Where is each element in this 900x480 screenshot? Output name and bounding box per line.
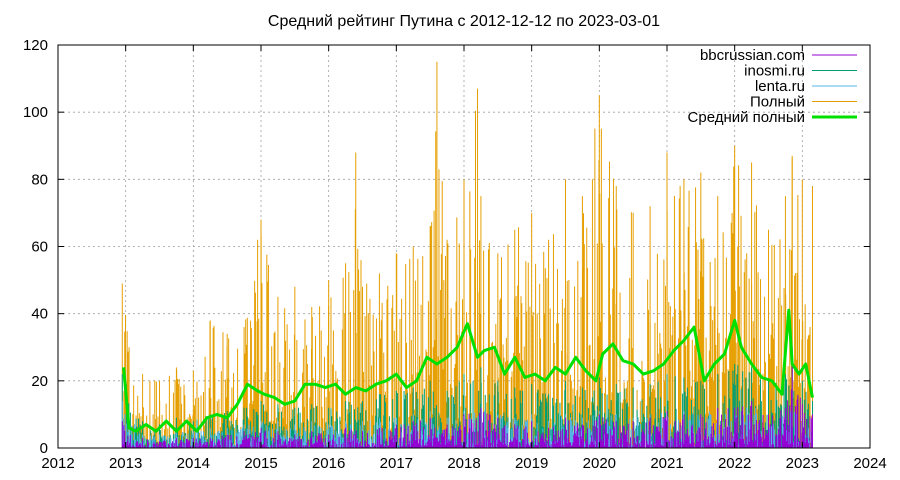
x-tick-label: 2022: [718, 455, 751, 472]
y-tick-label: 0: [40, 440, 48, 457]
x-tick-label: 2018: [447, 455, 480, 472]
chart-title: Средний рейтинг Путина с 2012-12-12 по 2…: [268, 13, 660, 30]
x-tick-label: 2023: [786, 455, 819, 472]
average-line: [122, 308, 814, 433]
y-tick-label: 20: [31, 373, 48, 390]
legend-label: bbcrussian.com: [700, 47, 805, 64]
series-bbcrussian-com: [121, 347, 813, 448]
y-tick-label: 100: [23, 104, 48, 121]
x-tick-label: 2020: [583, 455, 616, 472]
x-tick-label: 2015: [244, 455, 277, 472]
x-tick-label: 2024: [853, 455, 886, 472]
y-tick-label: 80: [31, 171, 48, 188]
x-tick-label: 2019: [515, 455, 548, 472]
legend-label: Полный: [750, 94, 805, 111]
y-tick-label: 60: [31, 239, 48, 256]
x-tick-label: 2012: [41, 455, 74, 472]
series-средний-полный: [122, 308, 814, 433]
x-tick-label: 2016: [312, 455, 345, 472]
y-tick-label: 40: [31, 306, 48, 323]
series-layer: [121, 61, 814, 448]
y-tick-label: 120: [23, 37, 48, 54]
legend-label: inosmi.ru: [744, 63, 805, 80]
legend: bbcrussian.cominosmi.rulenta.ruПолныйСре…: [688, 47, 857, 126]
axis-ticks: 2012 2013 2014 2015 2016 2017 2018 2019 2020 2021…: [23, 37, 887, 472]
legend-label: Средний полный: [688, 109, 805, 126]
x-tick-label: 2013: [109, 455, 142, 472]
legend-label: lenta.ru: [755, 78, 805, 95]
x-tick-label: 2014: [177, 455, 210, 472]
x-tick-label: 2017: [380, 455, 413, 472]
x-tick-label: 2021: [650, 455, 683, 472]
